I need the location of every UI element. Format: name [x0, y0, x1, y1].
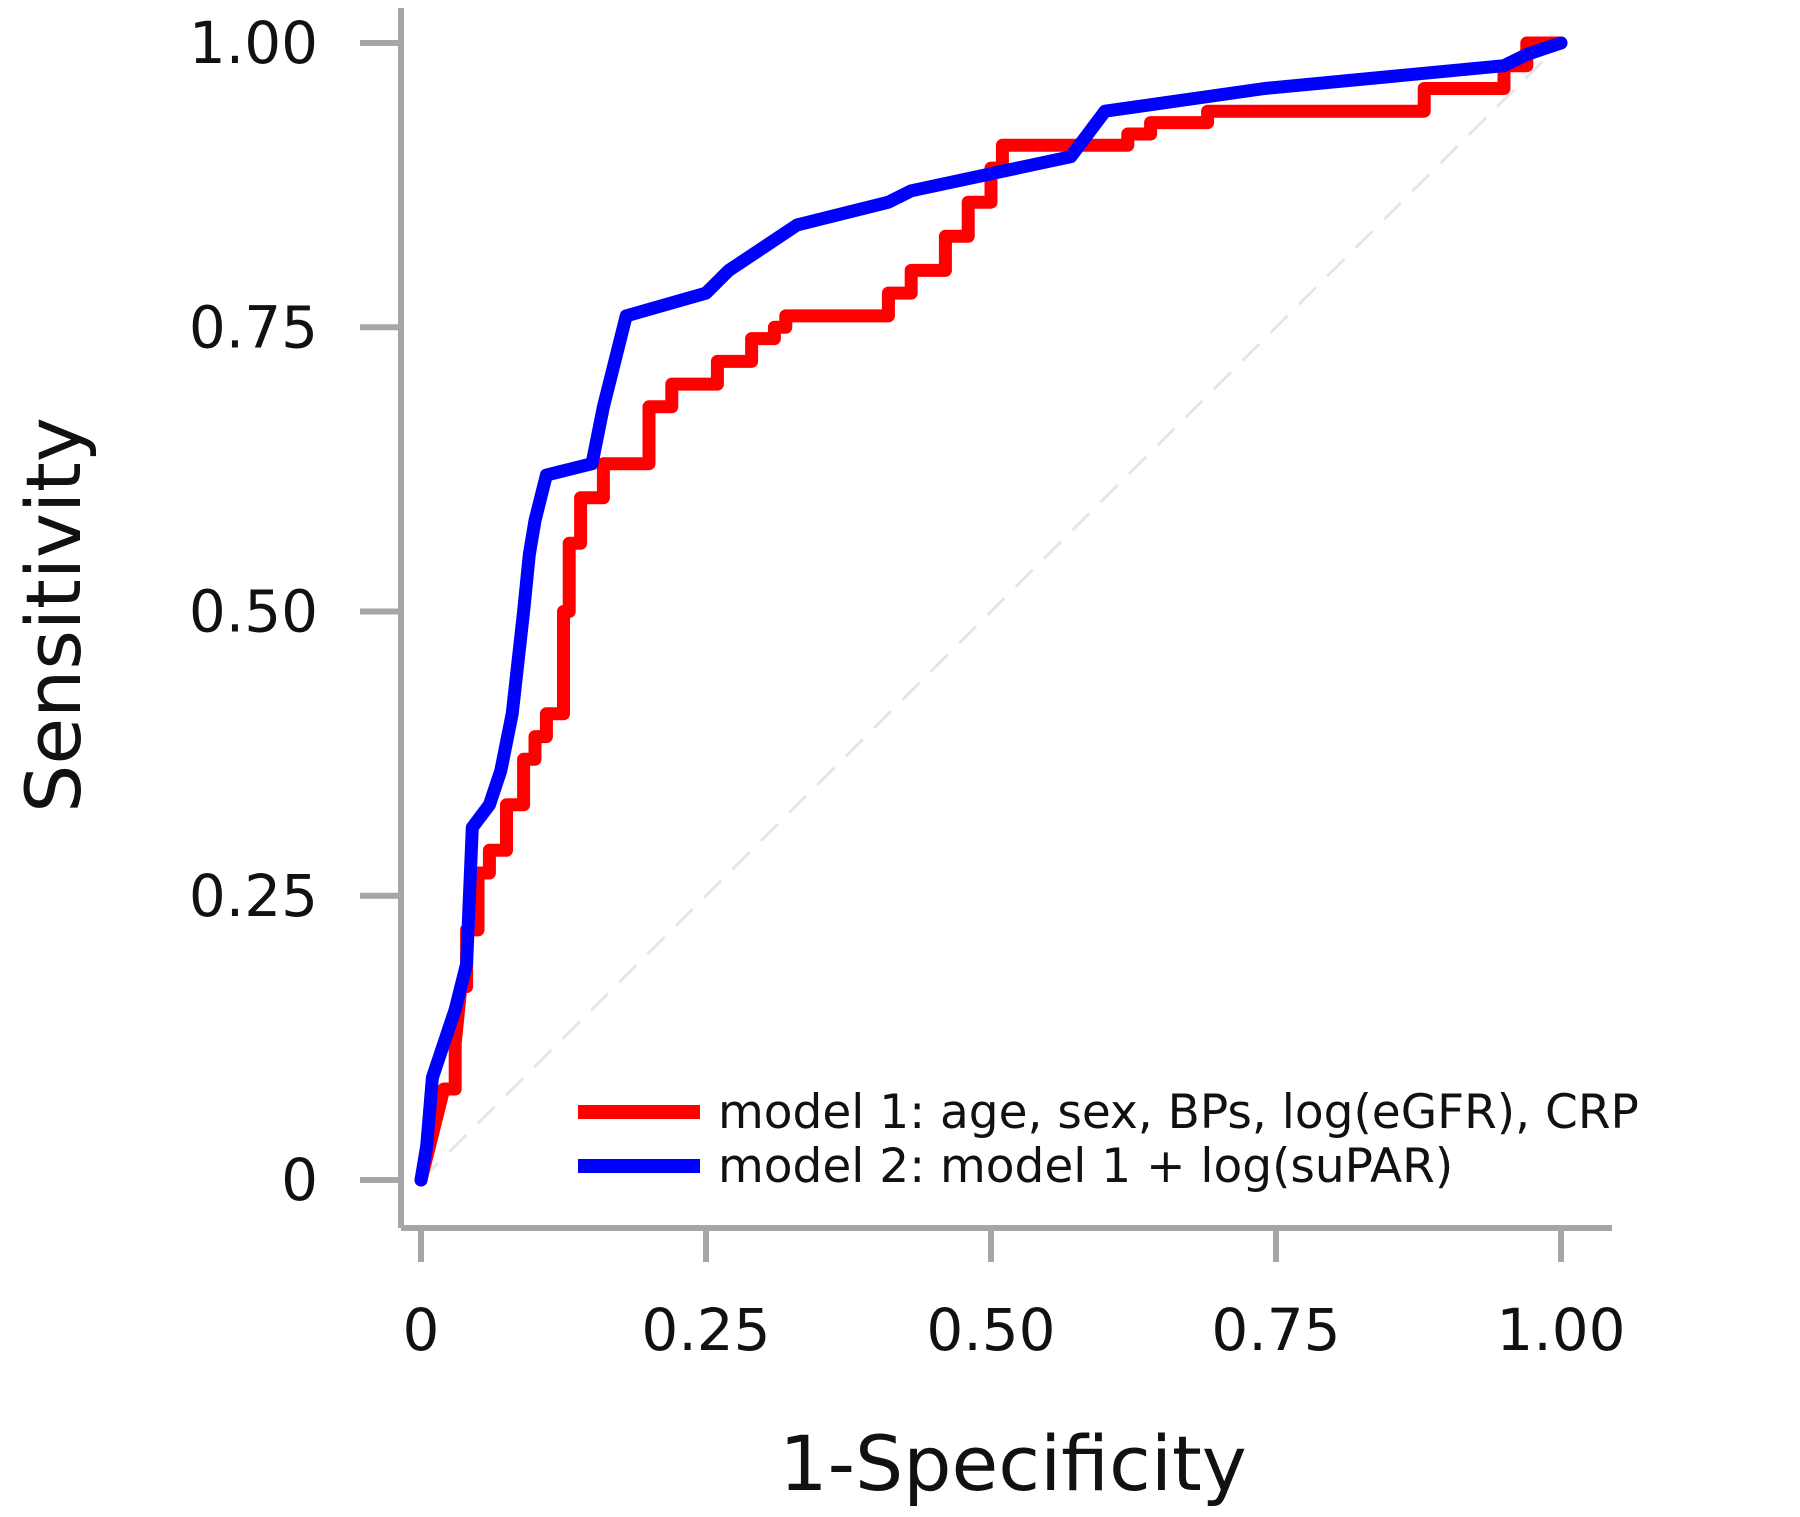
y-tick-label: 0	[281, 1146, 318, 1214]
y-tick-label: 0.75	[189, 293, 318, 361]
y-tick-label: 0.50	[189, 578, 318, 646]
y-tick-label: 1.00	[189, 9, 318, 77]
x-tick-label: 0.50	[926, 1296, 1055, 1364]
x-tick-label: 0	[403, 1296, 440, 1364]
y-tick-label: 0.25	[189, 862, 318, 930]
series-layer	[414, 36, 1568, 1187]
x-axis-title: 1-Specificity	[779, 1419, 1246, 1508]
reference-diagonal-line	[419, 41, 1563, 1182]
legend-label-model-1: model 1: age, sex, BPs, log(eGFR), CRP	[718, 1085, 1639, 1140]
legend-label-model-2: model 2: model 1 + log(suPAR)	[718, 1139, 1453, 1194]
legend: model 1: age, sex, BPs, log(eGFR), CRP m…	[578, 1085, 1639, 1194]
y-axis-ticks: 0 0.25 0.50 0.75 1.00	[189, 9, 401, 1214]
x-tick-label: 1.00	[1496, 1296, 1625, 1364]
y-axis-title: Sensitivity	[9, 417, 98, 813]
x-tick-label: 0.75	[1211, 1296, 1340, 1364]
x-axis-ticks: 0 0.25 0.50 0.75 1.00	[403, 1228, 1626, 1364]
series-line-model-1	[414, 36, 1568, 1187]
series-line-model-2	[414, 36, 1568, 1187]
x-tick-label: 0.25	[641, 1296, 770, 1364]
